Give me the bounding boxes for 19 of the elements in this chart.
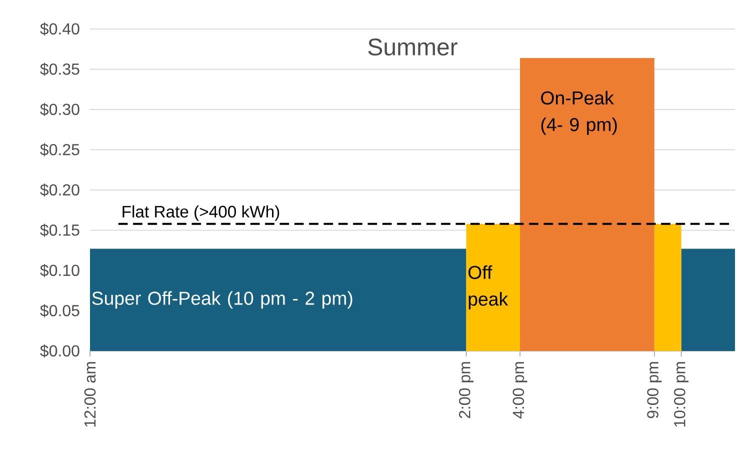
y-tick-label: $0.15 — [40, 224, 80, 237]
x-tick-label: 2:00 pm — [459, 362, 474, 418]
y-tick-label: $0.30 — [40, 103, 80, 116]
series-label: Super Off-Peak (10 pm - 2 pm) — [92, 291, 352, 309]
series-label: Off peak — [468, 265, 508, 310]
y-tick-label: $0.20 — [40, 184, 80, 196]
x-tick-label: 12:00 am — [84, 362, 96, 427]
y-tick-label: $0.35 — [40, 62, 80, 76]
ref-line-label: Flat Rate (>400 kWh) — [122, 205, 280, 221]
x-tick-label: 4:00 pm — [512, 362, 528, 418]
series-label: On-Peak (4- 9 pm) — [541, 90, 617, 135]
y-tick-label: $0.40 — [40, 22, 80, 36]
chart-title: Summer — [368, 38, 458, 56]
y-tick-label: $0.05 — [40, 304, 80, 318]
x-tick-label: 10:00 pm — [674, 362, 689, 427]
y-tick-label: $0.10 — [40, 264, 80, 277]
y-tick-label: $0.00 — [40, 344, 80, 358]
y-tick-label: $0.25 — [40, 143, 80, 156]
x-tick-label: 9:00 pm — [647, 362, 662, 418]
